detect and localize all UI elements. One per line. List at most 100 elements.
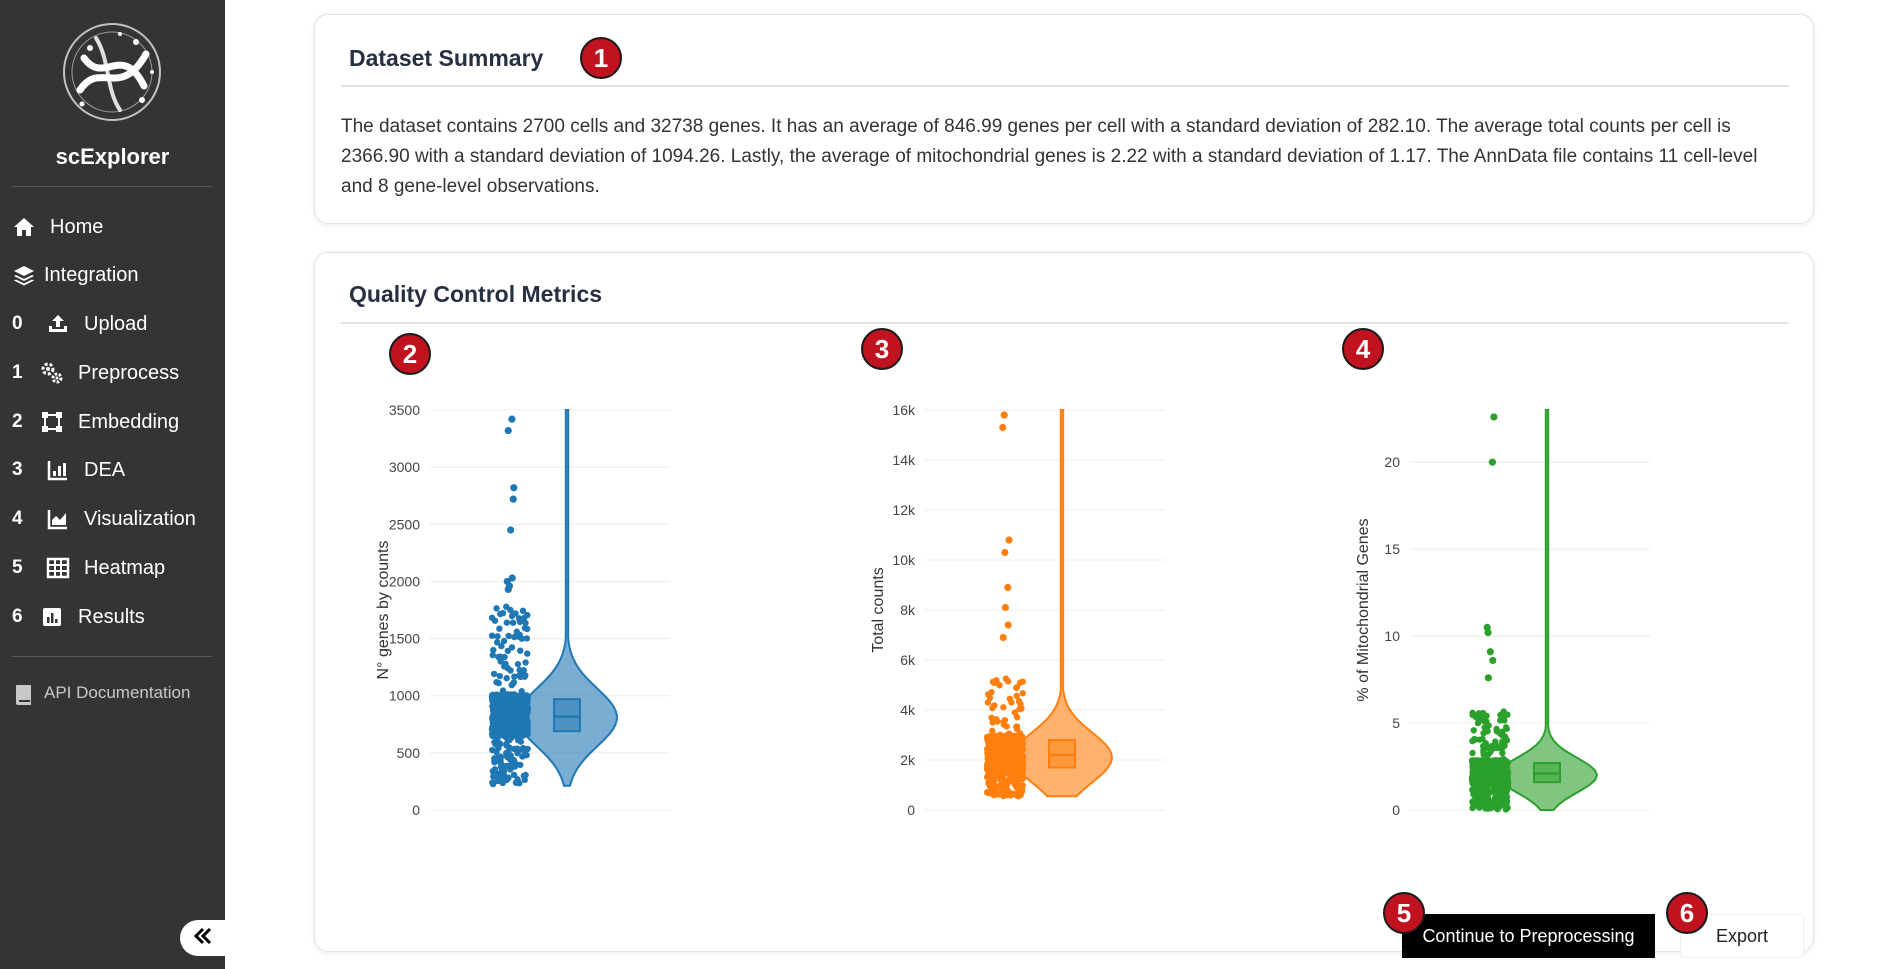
y-tick-label: 0 xyxy=(412,802,420,818)
sidebar: scExplorer Home Integration 0 Upload 1 xyxy=(0,0,226,969)
step-number: 2 xyxy=(12,411,23,432)
sidebar-item-label: Preprocess xyxy=(78,361,180,384)
outlier-point xyxy=(1005,536,1013,544)
dataset-summary-card: Dataset Summary The dataset contains 270… xyxy=(314,14,1814,224)
gears-icon xyxy=(40,361,64,385)
y-axis-label: % of Mitochondrial Genes xyxy=(1355,518,1372,701)
y-tick-label: 2000 xyxy=(389,573,420,589)
sidebar-divider xyxy=(12,656,212,657)
report-icon xyxy=(40,605,64,629)
sidebar-item-preprocess[interactable]: 1 Preprocess xyxy=(12,356,179,390)
y-tick-label: 1000 xyxy=(389,688,420,704)
summary-text: The dataset contains 2700 cells and 3273… xyxy=(341,116,1758,197)
y-tick-label: 0 xyxy=(1392,802,1400,818)
y-tick-label: 20 xyxy=(1384,454,1400,470)
outlier-point xyxy=(999,633,1007,642)
sidebar-item-label: Visualization xyxy=(84,507,196,530)
vector-square-icon xyxy=(40,410,64,434)
bar-chart-icon xyxy=(46,458,70,482)
outlier-point xyxy=(1486,648,1494,656)
sidebar-item-label: Embedding xyxy=(78,410,180,433)
sidebar-item-upload[interactable]: 0 Upload xyxy=(12,307,147,341)
y-tick-label: 10 xyxy=(1384,628,1400,644)
outlier-point xyxy=(1004,583,1012,592)
y-tick-label: 0 xyxy=(907,802,915,818)
sidebar-divider xyxy=(12,186,212,187)
box-iqr xyxy=(553,698,581,733)
step-number: 5 xyxy=(12,557,23,578)
y-tick-label: 12k xyxy=(892,502,916,518)
y-tick-label: 3000 xyxy=(389,459,420,475)
violin-shape xyxy=(1495,409,1599,811)
sidebar-item-home[interactable]: Home xyxy=(12,210,103,244)
outlier-point xyxy=(1004,621,1012,629)
y-tick-label: 500 xyxy=(397,745,421,761)
sidebar-item-label: Results xyxy=(78,605,145,628)
sidebar-item-label: Upload xyxy=(84,312,148,335)
sidebar-item-api-documentation[interactable]: API Documentation xyxy=(12,680,190,706)
violin-chart-total-counts: 0 2k 4k 6k 8k 10k 12k 14k 16k Total counts xyxy=(870,402,1165,818)
layers-icon xyxy=(12,263,36,287)
annotation-badge-2: 2 xyxy=(389,333,431,375)
outlier-point xyxy=(1000,411,1008,419)
y-axis-label: Total counts xyxy=(870,567,887,652)
sidebar-item-heatmap[interactable]: 5 Heatmap xyxy=(12,551,165,585)
app-name: scExplorer xyxy=(55,144,170,169)
y-tick-label: 4k xyxy=(900,702,916,718)
qc-divider xyxy=(341,322,1789,324)
outlier-point xyxy=(510,484,518,492)
annotation-badge-6: 6 xyxy=(1666,892,1708,934)
outlier-point xyxy=(999,423,1007,432)
y-tick-label: 10k xyxy=(892,552,916,568)
app-logo xyxy=(60,20,164,124)
outlier-point xyxy=(1488,458,1497,466)
sidebar-item-results[interactable]: 6 Results xyxy=(12,600,145,634)
outlier-point xyxy=(504,585,512,594)
strip-points xyxy=(983,675,1027,800)
collapse-sidebar-button[interactable] xyxy=(180,920,226,956)
upload-icon xyxy=(46,312,70,336)
double-chevron-left-icon xyxy=(191,924,215,953)
y-tick-label: 6k xyxy=(900,652,916,668)
y-tick-label: 14k xyxy=(892,452,916,468)
violin-shape xyxy=(516,409,618,787)
annotation-badge-5: 5 xyxy=(1383,892,1425,934)
sidebar-item-visualization[interactable]: 4 Visualization xyxy=(12,502,196,536)
outlier-point xyxy=(507,526,515,534)
annotation-badge-3: 3 xyxy=(861,328,903,370)
continue-to-preprocessing-button[interactable]: Continue to Preprocessing xyxy=(1402,914,1655,958)
sidebar-item-label: DEA xyxy=(84,458,126,481)
area-chart-icon xyxy=(46,507,70,531)
y-axis-label: N° genes by counts xyxy=(375,541,392,680)
outlier-point xyxy=(508,415,516,423)
annotation-badge-1: 1 xyxy=(580,37,622,79)
book-icon xyxy=(12,683,32,705)
y-tick-label: 2k xyxy=(900,752,916,768)
outlier-point xyxy=(1001,548,1009,557)
step-number: 0 xyxy=(12,313,23,334)
y-tick-label: 8k xyxy=(900,602,916,618)
sidebar-item-embedding[interactable]: 2 Embedding xyxy=(12,405,179,439)
y-tick-label: 2500 xyxy=(389,516,420,532)
outlier-point xyxy=(1490,413,1498,421)
outlier-point xyxy=(509,495,517,503)
strip-points xyxy=(1468,708,1512,813)
outlier-point xyxy=(1001,603,1009,612)
sidebar-item-label: Home xyxy=(50,215,104,238)
y-tick-label: 16k xyxy=(892,402,916,418)
qc-title: Quality Control Metrics xyxy=(349,281,603,307)
step-number: 4 xyxy=(12,508,23,529)
violin-shape xyxy=(1010,409,1114,798)
summary-divider xyxy=(341,85,1789,87)
step-number: 6 xyxy=(12,606,23,627)
sidebar-item-label: Integration xyxy=(44,263,139,286)
outlier-point xyxy=(504,426,512,435)
step-number: 3 xyxy=(12,459,23,480)
sidebar-item-integration[interactable]: Integration xyxy=(12,258,139,292)
y-tick-label: 5 xyxy=(1392,715,1400,731)
sidebar-item-label: Heatmap xyxy=(84,556,166,579)
summary-title: Dataset Summary xyxy=(349,45,544,71)
sidebar-item-dea[interactable]: 3 DEA xyxy=(12,453,125,487)
y-tick-label: 15 xyxy=(1384,541,1400,557)
